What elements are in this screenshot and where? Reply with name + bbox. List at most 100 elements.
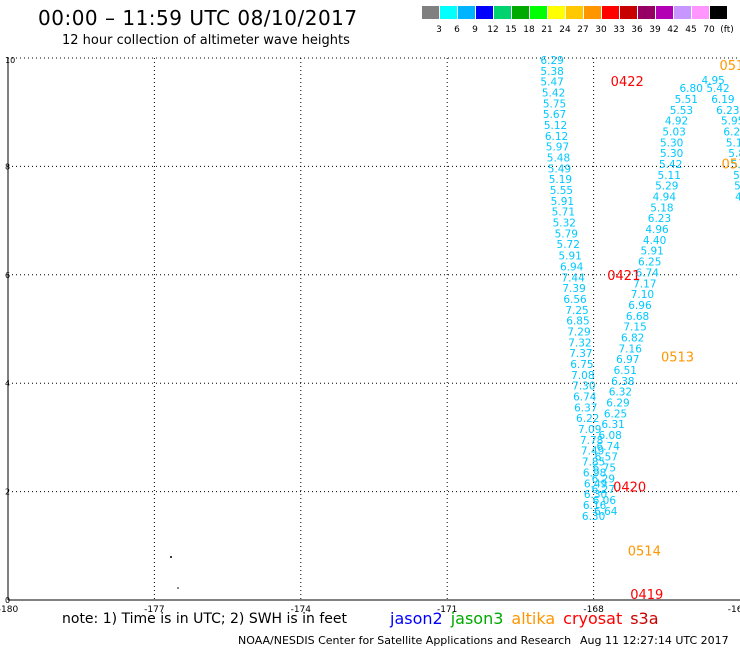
- swh-value: 4.94: [653, 192, 677, 204]
- swh-value: 5.42: [706, 83, 729, 95]
- time-label: 0513: [661, 351, 694, 366]
- swh-value: 6.74: [573, 392, 597, 404]
- speck-point: [170, 556, 172, 558]
- swh-value: 5.11: [658, 170, 681, 182]
- swh-value: 6.75: [570, 359, 593, 371]
- axis-ticks: -180 -177 -174 -171 -168 -165 0 2 4 6 8 10: [0, 56, 740, 615]
- scale-swatch: [692, 6, 709, 19]
- x-tick-label: -174: [291, 605, 312, 615]
- swh-value: 5.53: [670, 105, 693, 117]
- swh-value: 6.64: [594, 506, 618, 518]
- swh-value: 6.25: [638, 257, 661, 269]
- swh-value: 6.25: [604, 408, 627, 420]
- scale-swatch: [602, 6, 619, 19]
- scale-swatch: [638, 6, 655, 19]
- swh-value: 5.19: [549, 174, 572, 186]
- scale-swatch: [530, 6, 547, 19]
- x-tick-label: -168: [583, 605, 604, 615]
- swh-value: 5.75: [543, 98, 566, 110]
- y-tick-label: 2: [5, 488, 10, 497]
- scale-label: 9: [472, 25, 478, 35]
- satellite-legend: jason2 jason3 altika cryosat s3a: [390, 609, 667, 628]
- time-label: 0420: [613, 481, 646, 496]
- swh-value: 4.95: [701, 75, 724, 87]
- swh-value: 6.68: [626, 311, 649, 323]
- scale-swatch: [440, 6, 457, 19]
- scale-swatch: [494, 6, 511, 19]
- swh-value: 5.51: [675, 94, 698, 106]
- x-tick-label: -180: [0, 605, 18, 615]
- swh-value: 6.51: [614, 365, 637, 377]
- swh-value: 6.30: [582, 511, 605, 523]
- swh-value: 7.39: [562, 283, 585, 295]
- scale-swatch: [620, 6, 637, 19]
- swh-value: 5.97: [546, 142, 569, 154]
- swh-value: 6.49: [584, 478, 607, 490]
- swh-value: 7.49: [581, 446, 604, 458]
- swh-value: 5.71: [552, 207, 575, 219]
- swh-value: 6.19: [711, 94, 734, 106]
- y-tick-label: 8: [5, 162, 10, 171]
- scale-label: 21: [541, 25, 553, 35]
- page-subtitle: 12 hour collection of altimeter wave hei…: [62, 33, 350, 48]
- scale-label: 42: [667, 25, 679, 35]
- time-label: 0419: [630, 588, 663, 603]
- swh-value: 6.56: [563, 294, 587, 306]
- swh-value: 6.96: [628, 300, 652, 312]
- swh-value: 5.42: [659, 159, 682, 171]
- swh-value: 7.10: [631, 289, 654, 301]
- swh-value: 4.92: [665, 116, 688, 128]
- swh-value: 6.38: [611, 376, 634, 388]
- time-label: 0512: [721, 158, 740, 173]
- y-tick-label: 4: [5, 379, 10, 388]
- scale-swatch: [656, 6, 673, 19]
- swh-value: 5.14: [733, 170, 740, 182]
- swh-value: 7.44: [561, 272, 585, 284]
- swh-value: 5.67: [543, 109, 566, 121]
- swh-value: 7.32: [568, 337, 591, 349]
- swh-value: 5.79: [555, 228, 578, 240]
- chart-grid: [7, 57, 740, 601]
- scale-label: 27: [577, 25, 589, 35]
- scale-swatch: [548, 6, 565, 19]
- swh-value: 5.91: [558, 251, 581, 263]
- swh-value: 6.29: [723, 127, 740, 139]
- scale-label: 3: [436, 25, 442, 35]
- swh-value: 6.29: [540, 55, 563, 67]
- swh-value: 5.18: [726, 137, 740, 149]
- swh-value: 7.08: [571, 370, 594, 382]
- page-title: 00:00 – 11:59 UTC 08/10/2017: [38, 6, 358, 30]
- y-tick-label: 0: [5, 596, 10, 605]
- swh-value: 7.85: [582, 457, 605, 469]
- swh-value: 6.16: [583, 500, 607, 512]
- swh-value: 5.06: [731, 159, 740, 171]
- scale-swatch: [710, 6, 727, 19]
- swh-value: 6.75: [593, 463, 616, 475]
- swh-value: 7.30: [572, 381, 595, 393]
- time-label: 0422: [611, 75, 644, 90]
- swh-value: 6.74: [597, 441, 621, 453]
- swh-value: 7.78: [580, 435, 603, 447]
- scale-swatch: [476, 6, 493, 19]
- swh-value: 5.32: [553, 218, 576, 230]
- swh-value: 6.08: [598, 430, 621, 442]
- swh-value: 5.91: [640, 246, 663, 258]
- swh-value: 5.46: [734, 181, 740, 193]
- scale-label: 15: [505, 25, 517, 35]
- swh-value: 6.82: [621, 332, 644, 344]
- footer-credit: NOAA/NESDIS Center for Satellite Applica…: [238, 634, 572, 647]
- scale-label: 18: [523, 25, 535, 35]
- time-label: 0421: [607, 269, 640, 284]
- swh-value: 6.29: [592, 473, 615, 485]
- scale-swatch: [422, 6, 439, 19]
- y-tick-label: 10: [5, 56, 15, 65]
- swh-value: 5.95: [721, 116, 740, 128]
- swh-value: 5.12: [544, 120, 567, 132]
- scale-label: 36: [631, 25, 643, 35]
- x-tick-label: -177: [144, 605, 164, 615]
- swh-value: 7.16: [619, 343, 643, 355]
- swh-value: 5.80: [728, 148, 740, 160]
- swh-value: 6.97: [616, 354, 639, 366]
- swh-value: 4.40: [643, 235, 666, 247]
